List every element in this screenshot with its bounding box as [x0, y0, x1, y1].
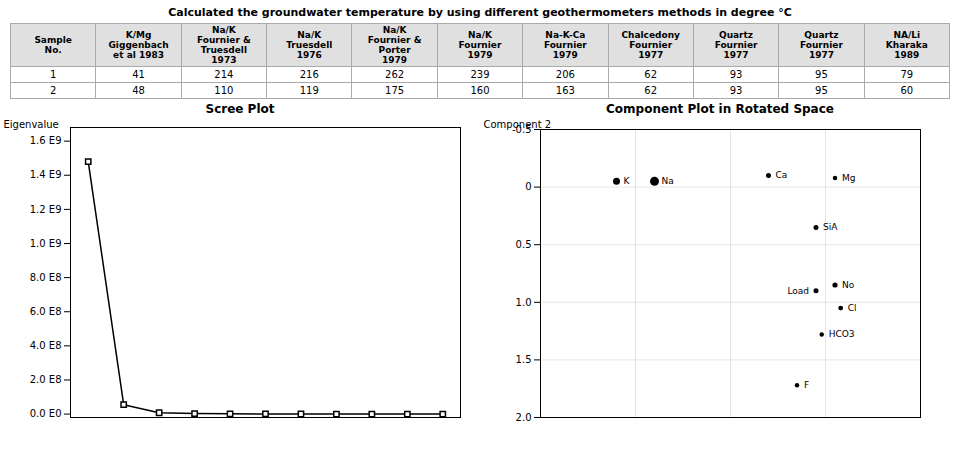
svg-text:2.0: 2.0	[516, 412, 532, 423]
svg-text:Mg: Mg	[842, 173, 855, 183]
html-text:Na-K-Ca Fournier 1979: Na-K-Ca Fournier 1979	[543, 30, 587, 61]
html-text:214: 214	[214, 69, 234, 81]
html-text:160: 160	[470, 85, 490, 97]
svg-text:1.0 E9: 1.0 E9	[30, 238, 62, 249]
svg-text:Ca: Ca	[776, 171, 788, 181]
html-text:2: 2	[50, 85, 57, 97]
html-text:163: 163	[555, 85, 575, 97]
svg-text:No: No	[842, 280, 855, 290]
svg-text:0: 0	[525, 182, 531, 193]
html-text:48: 48	[132, 85, 145, 97]
html-text:262: 262	[385, 69, 405, 81]
svg-text:2.0 E8: 2.0 E8	[30, 374, 62, 385]
svg-text:1.4 E9: 1.4 E9	[30, 170, 62, 181]
svg-text:SiA: SiA	[823, 223, 838, 233]
svg-text:K: K	[624, 177, 631, 187]
svg-text:Load: Load	[787, 286, 809, 296]
svg-text:1.5: 1.5	[516, 354, 532, 365]
html-text:175: 175	[385, 85, 405, 97]
html-text:K/Mg Giggenbach et al 1983: K/Mg Giggenbach et al 1983	[108, 30, 169, 61]
svg-text:HCO3: HCO3	[829, 330, 855, 340]
html-text:Calculated the groundwater tem: Calculated the groundwater temperature b…	[168, 6, 792, 19]
html-text:95: 95	[815, 85, 828, 97]
html-text:Na/K Fournier & Porter 1979: Na/K Fournier & Porter 1979	[367, 25, 422, 66]
html-text:60: 60	[900, 85, 914, 97]
html-text:62: 62	[644, 85, 658, 97]
html-text:Quartz Fournier 1977: Quartz Fournier 1977	[714, 30, 758, 61]
svg-text:F: F	[804, 380, 809, 390]
html-text:Scree Plot: Scree Plot	[205, 102, 275, 117]
html-text:Na/K Fournier 1979: Na/K Fournier 1979	[458, 30, 502, 61]
html-text:93: 93	[729, 69, 743, 81]
svg-text:6.0 E8: 6.0 E8	[30, 306, 62, 317]
svg-text:Eigenvalue: Eigenvalue	[4, 119, 59, 130]
html-text:95: 95	[815, 69, 828, 81]
svg-text:1.0: 1.0	[516, 297, 532, 308]
svg-text:0.0 E0: 0.0 E0	[30, 409, 62, 420]
svg-text:Cl: Cl	[848, 303, 857, 313]
svg-text:Component 2: Component 2	[484, 119, 552, 130]
html-text:206: 206	[555, 69, 575, 81]
svg-text:1.6 E9: 1.6 E9	[30, 136, 62, 147]
html-text:119: 119	[299, 85, 319, 97]
html-text:41: 41	[132, 69, 145, 81]
html-text:216: 216	[299, 69, 319, 81]
html-text:1: 1	[50, 69, 57, 81]
html-text:110: 110	[214, 85, 234, 97]
svg-text:0.5: 0.5	[516, 239, 532, 250]
html-text:Na/K Fournier & Truesdell 1973: Na/K Fournier & Truesdell 1973	[197, 25, 251, 66]
html-text:62: 62	[644, 69, 658, 81]
svg-text:1.2 E9: 1.2 E9	[30, 204, 62, 215]
html-text:Component Plot in Rotated Spac: Component Plot in Rotated Space	[606, 102, 834, 117]
html-text:Quartz Fournier 1977: Quartz Fournier 1977	[800, 30, 843, 61]
html-text:239: 239	[470, 69, 490, 81]
html-text:Chalcedony Fournier 1977: Chalcedony Fournier 1977	[621, 30, 680, 61]
html-text:NA/Li Kharaka 1989: NA/Li Kharaka 1989	[885, 30, 928, 61]
html-text:79: 79	[900, 69, 914, 81]
svg-text:8.0 E8: 8.0 E8	[30, 272, 62, 283]
svg-text:Na: Na	[662, 177, 674, 187]
html-text:Na/K Truesdell 1976: Na/K Truesdell 1976	[286, 30, 333, 61]
html-text:Sample No.: Sample No.	[34, 35, 72, 56]
svg-text:4.0 E8: 4.0 E8	[30, 340, 62, 351]
html-text:93: 93	[729, 85, 743, 97]
